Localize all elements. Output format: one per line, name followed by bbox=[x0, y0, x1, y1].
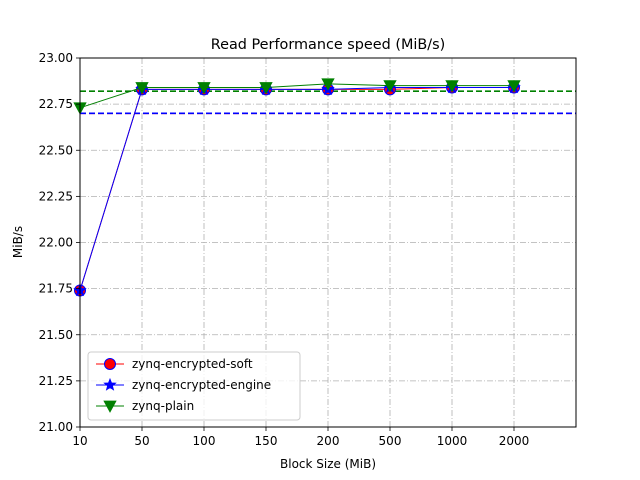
data-point bbox=[383, 80, 397, 93]
legend-label: zynq-plain bbox=[132, 399, 194, 413]
y-axis-ticks: 21.00 21.25 21.50 21.75 22.00 22.25 22.50 22.75… bbox=[39, 51, 80, 434]
x-tick-label: 500 bbox=[379, 434, 402, 448]
series-zynq-plain bbox=[73, 78, 521, 115]
x-tick-label: 150 bbox=[255, 434, 278, 448]
data-point bbox=[104, 358, 116, 370]
series-line bbox=[79, 87, 514, 291]
series-line bbox=[79, 87, 514, 291]
y-tick-label: 22.25 bbox=[39, 189, 73, 203]
y-tick-label: 23.00 bbox=[39, 51, 73, 65]
data-point bbox=[445, 80, 459, 93]
legend-item: zynq-encrypted-engine bbox=[96, 377, 271, 392]
chart-title: Read Performance speed (MiB/s) bbox=[211, 37, 445, 53]
data-point bbox=[103, 377, 117, 391]
data-point bbox=[259, 82, 273, 95]
legend-item: zynq-plain bbox=[96, 399, 194, 413]
y-axis-label: MiB/s bbox=[11, 226, 25, 258]
y-tick-label: 22.75 bbox=[39, 97, 73, 111]
x-tick-label: 50 bbox=[134, 434, 149, 448]
legend-label: zynq-encrypted-soft bbox=[132, 357, 253, 371]
data-point bbox=[507, 80, 521, 93]
y-tick-label: 22.50 bbox=[39, 143, 73, 157]
data-point bbox=[321, 78, 335, 91]
data-point bbox=[135, 82, 149, 95]
x-axis-ticks: 10 50 100 150 200 500 1000 2000 bbox=[72, 427, 529, 448]
x-tick-label: 200 bbox=[317, 434, 340, 448]
legend-label: zynq-encrypted-engine bbox=[132, 378, 271, 392]
x-tick-label: 1000 bbox=[437, 434, 468, 448]
data-point bbox=[103, 400, 117, 413]
series-line bbox=[79, 83, 514, 109]
legend: zynq-encrypted-soft zynq-encrypted-engine… bbox=[87, 351, 301, 421]
legend-box bbox=[87, 351, 301, 421]
y-tick-label: 21.50 bbox=[39, 328, 73, 342]
x-tick-label: 2000 bbox=[499, 434, 530, 448]
x-axis-label: Block Size (MiB) bbox=[280, 457, 376, 471]
y-tick-label: 21.00 bbox=[39, 420, 73, 434]
y-tick-label: 22.00 bbox=[39, 236, 73, 250]
y-tick-label: 21.25 bbox=[39, 374, 73, 388]
x-tick-label: 100 bbox=[193, 434, 216, 448]
data-point bbox=[197, 82, 211, 95]
y-tick-label: 21.75 bbox=[39, 282, 73, 296]
legend-item: zynq-encrypted-soft bbox=[96, 357, 253, 371]
x-tick-label: 10 bbox=[72, 434, 87, 448]
series-layer bbox=[73, 78, 521, 297]
